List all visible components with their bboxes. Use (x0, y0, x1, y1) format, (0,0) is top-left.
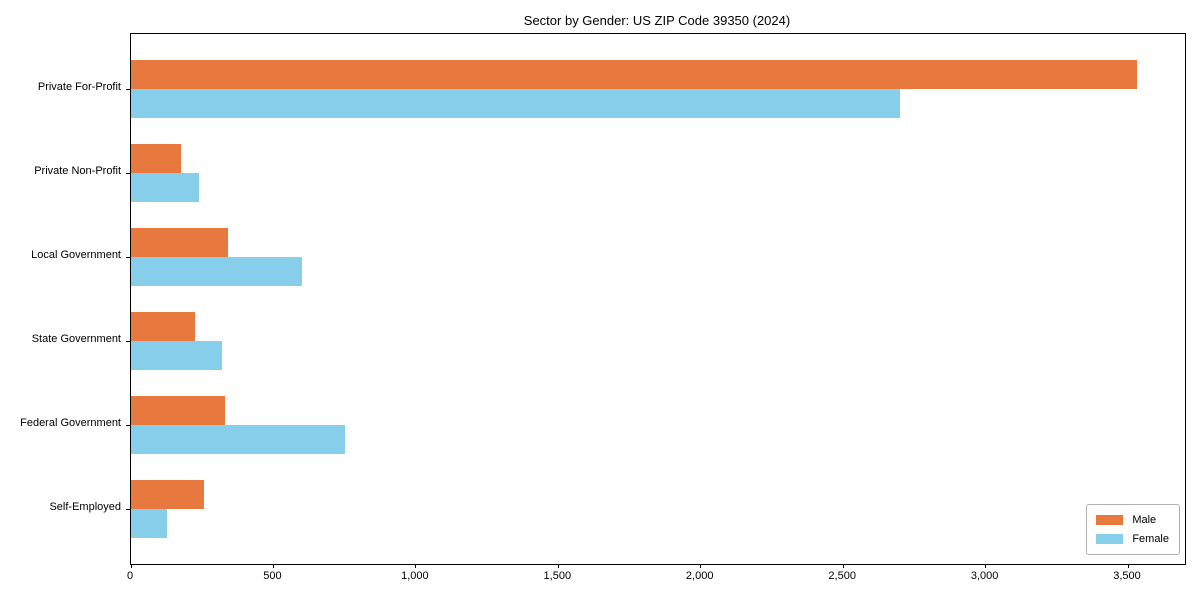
male-bar (131, 60, 1137, 89)
y-axis-tick (126, 89, 130, 90)
legend-label: Female (1132, 533, 1169, 545)
female-bar (131, 509, 167, 538)
x-axis-tick-label: 3,500 (1113, 570, 1141, 582)
male-bar (131, 396, 225, 425)
y-axis-label: Local Government (31, 249, 121, 261)
y-axis-label: Self-Employed (49, 501, 121, 513)
y-axis-label: Private For-Profit (37, 81, 121, 93)
y-axis-label: Federal Government (20, 417, 121, 429)
y-axis-tick (126, 173, 130, 174)
x-axis-tick (700, 564, 702, 568)
legend-label: Male (1132, 514, 1157, 526)
x-axis-tick (557, 564, 559, 568)
x-axis-tick-label: 500 (263, 570, 282, 582)
female-bar (131, 89, 901, 118)
female-legend-swatch (1096, 534, 1124, 544)
x-axis-tick (985, 564, 987, 568)
legend-item: Female (1096, 531, 1169, 547)
chart-title: Sector by Gender: US ZIP Code 39350 (202… (523, 13, 791, 28)
plot-area: Male Female (126, 33, 1186, 568)
legend: Male Female (1086, 504, 1180, 555)
male-bar (131, 144, 181, 173)
y-axis-label: State Government (31, 333, 121, 345)
female-bar (131, 257, 302, 286)
x-axis-tick (130, 564, 132, 568)
male-bar (131, 312, 196, 341)
x-axis-tick-label: 2,000 (685, 570, 714, 582)
y-axis-label: Private Non-Profit (34, 165, 121, 177)
x-axis-tick (272, 564, 274, 568)
x-axis-tick (1127, 564, 1129, 568)
x-axis-tick-label: 3,000 (970, 570, 999, 582)
male-legend-swatch (1096, 515, 1124, 525)
x-axis-tick-label: 1,000 (401, 570, 429, 582)
female-bar (131, 173, 200, 202)
female-bar (131, 341, 223, 370)
male-bar (131, 228, 228, 257)
x-axis-tick-label: 1,500 (543, 570, 572, 582)
legend-item: Male (1096, 512, 1169, 528)
x-axis-tick (415, 564, 417, 568)
male-bar (131, 480, 204, 509)
x-axis-tick-label: 2,500 (828, 570, 856, 582)
y-axis-tick (126, 509, 130, 510)
y-axis-tick (126, 341, 130, 342)
y-axis-tick (126, 257, 130, 258)
y-axis-tick (126, 425, 130, 426)
x-axis-tick-label: 0 (126, 570, 134, 582)
x-axis-tick (842, 564, 844, 568)
female-bar (131, 425, 345, 454)
